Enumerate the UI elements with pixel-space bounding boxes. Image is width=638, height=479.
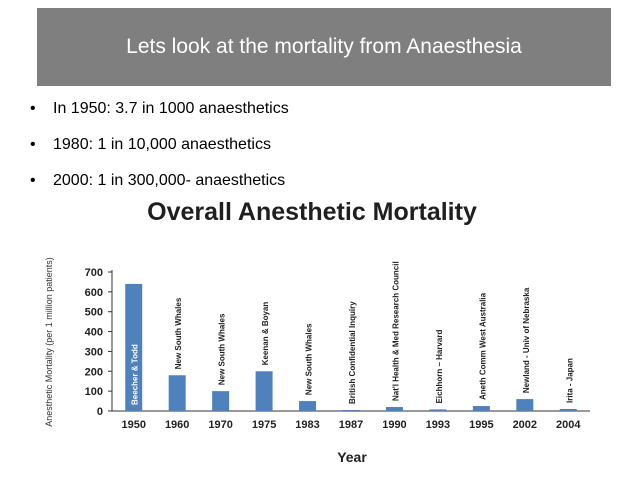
y-tick-label: 300 <box>85 346 103 358</box>
bar <box>559 409 577 411</box>
x-tick-label: 1987 <box>339 419 363 431</box>
x-tick-label: 1990 <box>382 419 406 431</box>
bar <box>168 375 186 411</box>
bar-annotation: New South Whales <box>218 313 227 385</box>
chart-title: Overall Anesthetic Mortality <box>147 198 477 226</box>
bar <box>385 407 403 411</box>
bar <box>342 410 360 412</box>
x-tick-label: 1950 <box>121 419 145 431</box>
bullet-item: • In 1950: 3.7 in 1000 anaesthetics <box>30 100 289 136</box>
x-tick-label: 1975 <box>252 419 276 431</box>
bar-annotation: British Confidential Inquiry <box>348 301 357 404</box>
y-tick-label: 100 <box>85 386 103 398</box>
x-tick-label: 1993 <box>426 419 450 431</box>
x-tick-label: 2004 <box>556 419 581 431</box>
y-tick-label: 600 <box>85 287 103 299</box>
bullet-item: • 1980: 1 in 10,000 anaesthetics <box>30 136 289 172</box>
bullet-list: • In 1950: 3.7 in 1000 anaesthetics • 1980… <box>30 100 289 208</box>
bar <box>516 399 534 411</box>
y-axis-label: Anesthetic Mortality (per 1 million pati… <box>44 257 54 427</box>
slide-title: Lets look at the mortality from Anaesthe… <box>126 35 522 58</box>
y-tick-label: 200 <box>85 366 103 378</box>
x-tick-label: 2002 <box>513 419 537 431</box>
bullet-text: 2000: 1 in 300,000- anaesthetics <box>53 172 286 189</box>
bar <box>472 406 490 411</box>
bar-annotation: New South Whales <box>174 297 183 369</box>
x-tick-label: 1983 <box>295 419 319 431</box>
bullet-item: • 2000: 1 in 300,000- anaesthetics <box>30 172 289 208</box>
slide-title-bar: Lets look at the mortality from Anaesthe… <box>37 8 611 86</box>
bar-annotation: Nat'l Health & Med Research Council <box>391 261 400 401</box>
bullet-text: In 1950: 3.7 in 1000 anaesthetics <box>53 100 289 117</box>
bar-annotation: New South Whales <box>305 323 314 395</box>
mortality-chart: Overall Anesthetic Mortality Anesthetic … <box>44 198 590 465</box>
bar <box>299 401 317 411</box>
y-tick-label: 0 <box>97 406 103 418</box>
bar-annotation: Beecher & Todd <box>131 344 140 405</box>
bar-annotation: Keenan & Boyan <box>261 302 270 366</box>
bar-annotation: Irita - Japan <box>565 358 574 403</box>
bar <box>255 371 273 411</box>
bar-annotation: Newland - Univ of Nebraska <box>522 287 531 393</box>
bar-annotation: Eichhorn – Harvard <box>435 329 444 403</box>
bullet-icon: • <box>30 100 36 117</box>
bullet-icon: • <box>30 172 36 189</box>
plot-area: 0 100 200 300 400 500 600 700 1950 Beecher & Todd… <box>85 261 590 431</box>
x-axis-label: Year <box>337 449 367 465</box>
y-tick-label: 400 <box>85 327 103 339</box>
x-tick-label: 1995 <box>469 419 493 431</box>
bullet-text: 1980: 1 in 10,000 anaesthetics <box>53 136 271 153</box>
bar <box>429 409 447 411</box>
bar-annotation: Aneth Comm West Australia <box>478 292 487 400</box>
bullet-icon: • <box>30 136 36 153</box>
x-tick-label: 1970 <box>208 419 232 431</box>
y-tick-label: 500 <box>85 307 103 319</box>
bar <box>212 391 230 411</box>
x-tick-label: 1960 <box>165 419 189 431</box>
y-tick-label: 700 <box>85 267 103 279</box>
bar <box>125 283 143 411</box>
